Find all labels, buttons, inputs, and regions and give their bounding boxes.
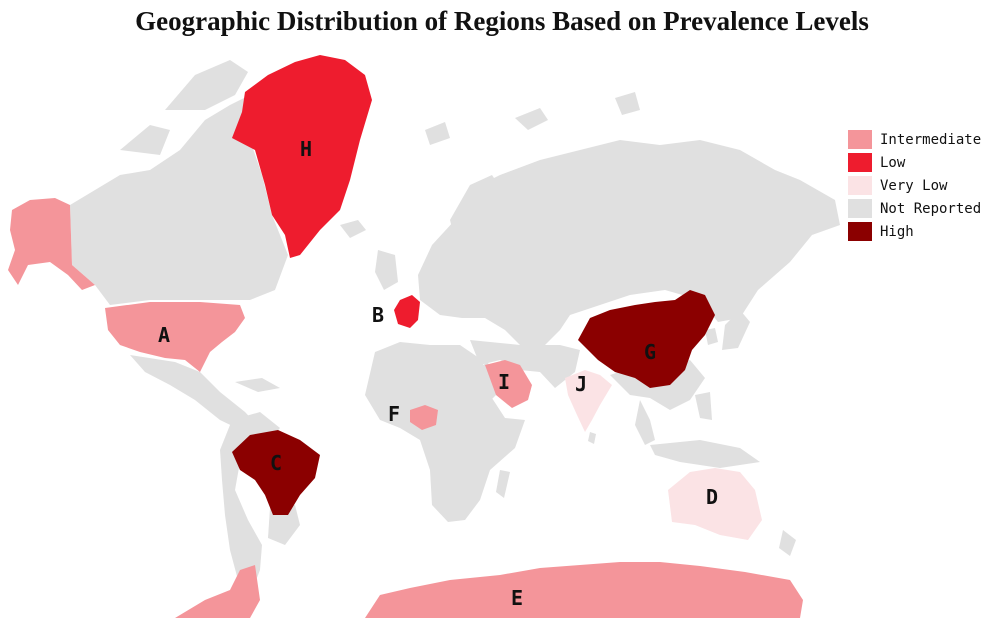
region-antarctica [365,562,803,618]
region-india [565,370,612,432]
label-j: J [575,372,587,396]
legend-label-very-low: Very Low [880,177,948,194]
legend-swatch-intermediate [848,130,872,149]
legend-swatch-high [848,222,872,241]
label-b: B [372,303,384,327]
legend-label-intermediate: Intermediate [880,131,982,148]
region-brazil [232,430,320,515]
label-e: E [511,586,523,610]
legend-swatch-very-low [848,176,872,195]
region-france [394,295,420,328]
region-alaska [8,198,95,290]
label-c: C [270,451,282,475]
region-usa [105,302,245,372]
legend-swatch-low [848,153,872,172]
label-f: F [388,402,400,426]
legend-swatch-not-reported [848,199,872,218]
region-china [578,290,715,388]
region-antarctica-peninsula [175,565,260,618]
legend-item-low: Low [848,151,981,174]
label-a: A [158,323,170,347]
legend-label-low: Low [880,154,906,171]
legend-item-very-low: Very Low [848,174,981,197]
map-title: Geographic Distribution of Regions Based… [135,6,869,36]
region-saudi-arabia [485,360,532,408]
label-h: H [300,137,312,161]
region-greenland [232,55,372,258]
not-reported-land [70,60,840,596]
label-d: D [706,485,718,509]
region-australia [668,468,762,540]
legend-item-high: High [848,220,981,243]
legend-item-not-reported: Not Reported [848,197,981,220]
region-nigeria [410,405,438,430]
legend-item-intermediate: Intermediate [848,128,981,151]
legend: Intermediate Low Very Low Not Reported H… [848,128,981,243]
label-g: G [644,340,656,364]
label-i: I [498,370,510,394]
legend-label-high: High [880,223,914,240]
legend-label-not-reported: Not Reported [880,200,982,217]
